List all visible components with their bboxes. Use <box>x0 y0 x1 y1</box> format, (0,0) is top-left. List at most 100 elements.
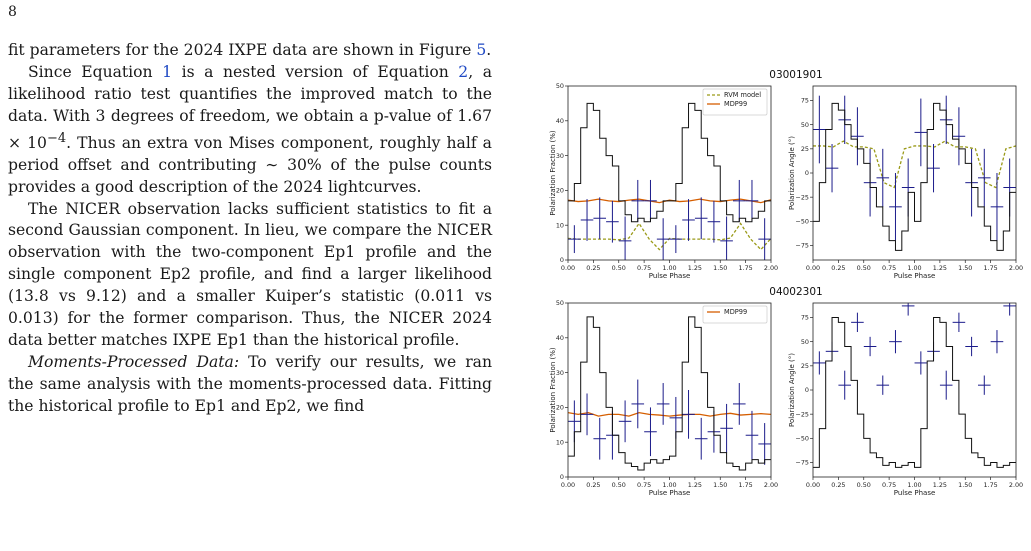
x-tick-label: 1.75 <box>984 481 998 489</box>
x-tick-label: 0.50 <box>612 481 626 489</box>
x-tick-label: 1.25 <box>688 264 702 272</box>
x-tick-label: 0.25 <box>586 264 600 272</box>
y-tick-label: −50 <box>796 218 810 226</box>
x-tick-label: 1.50 <box>713 264 727 272</box>
x-tick-label: 1.00 <box>907 264 921 272</box>
y-tick-label: 75 <box>801 97 809 105</box>
y-tick-label: 10 <box>556 438 564 446</box>
y-tick-label: 40 <box>556 334 564 342</box>
paragraph: The NICER observation lacks sufficient s… <box>8 199 492 352</box>
body-text-column: fit parameters for the 2024 IXPE data ar… <box>8 40 492 418</box>
x-axis-label: Pulse Phase <box>894 489 936 497</box>
x-tick-label: 2.00 <box>764 481 778 489</box>
y-tick-label: −25 <box>796 410 810 418</box>
x-tick-label: 1.00 <box>662 264 676 272</box>
panel-title: 03001901 <box>769 69 822 81</box>
x-tick-label: 1.75 <box>984 264 998 272</box>
y-tick-label: 20 <box>556 187 564 195</box>
paragraph: Moments-Processed Data: To verify our re… <box>8 352 492 418</box>
x-tick-label: 0.50 <box>857 481 871 489</box>
x-tick-label: 0.50 <box>612 264 626 272</box>
y-tick-label: 20 <box>556 404 564 412</box>
text-run: To verify our results, we ran the same a… <box>8 352 492 415</box>
mdp99-line <box>568 411 771 417</box>
paragraph: Since Equation 1 is a nested version of … <box>8 62 492 199</box>
pulse-profile-step-line <box>813 102 1016 251</box>
x-tick-label: 1.00 <box>907 481 921 489</box>
plot-frame <box>567 302 772 478</box>
x-tick-label: 1.00 <box>662 481 676 489</box>
y-tick-label: −50 <box>796 435 810 443</box>
y-tick-label: 50 <box>556 82 564 90</box>
text-run: , a likelihood ratio test quantifies the… <box>8 62 493 152</box>
pulse-profile-step-line <box>813 317 1016 468</box>
y-tick-label: 50 <box>556 299 564 307</box>
equation-reference-link[interactable]: 5 <box>476 41 487 59</box>
y-axis-label: Polarization Fraction (%) <box>549 347 557 432</box>
x-tick-label: 0.75 <box>637 481 651 489</box>
x-tick-label: 2.00 <box>1009 264 1023 272</box>
x-tick-label: 0.25 <box>831 481 845 489</box>
x-tick-label: 0.00 <box>561 264 575 272</box>
rvm-model-line <box>813 140 1016 189</box>
y-tick-label: 0 <box>805 386 809 394</box>
text-run: The NICER observation lacks sufficient s… <box>8 199 492 349</box>
x-tick-label: 1.75 <box>739 481 753 489</box>
x-tick-label: 1.50 <box>958 481 972 489</box>
rvm-model-line <box>568 222 771 251</box>
legend-box <box>702 305 768 324</box>
y-tick-label: 0 <box>560 256 564 264</box>
y-tick-label: 30 <box>556 369 564 377</box>
y-tick-label: 25 <box>801 362 809 370</box>
y-axis-label: Polarization Angle (°) <box>788 136 796 210</box>
x-tick-label: 1.75 <box>739 264 753 272</box>
x-tick-label: 0.00 <box>806 264 820 272</box>
x-tick-label: 2.00 <box>1009 481 1023 489</box>
y-tick-label: 0 <box>805 169 809 177</box>
plot-frame <box>812 85 1017 261</box>
y-tick-label: −75 <box>796 459 810 467</box>
equation-reference-link[interactable]: 2 <box>458 62 469 81</box>
pulse-profile-step-line <box>568 102 771 223</box>
y-tick-label: 40 <box>556 117 564 125</box>
x-axis-label: Pulse Phase <box>649 272 691 280</box>
y-tick-label: 30 <box>556 152 564 160</box>
y-axis-label: Polarization Fraction (%) <box>549 130 557 215</box>
text-run: . <box>486 41 492 59</box>
x-tick-label: 1.25 <box>688 481 702 489</box>
text-run: fit parameters for the 2024 IXPE data ar… <box>8 41 477 59</box>
panel-title: 04002301 <box>769 286 822 298</box>
y-tick-label: 50 <box>801 121 809 129</box>
legend-entry: MDP99 <box>724 100 747 108</box>
x-tick-label: 1.25 <box>933 264 947 272</box>
x-tick-label: 1.50 <box>713 481 727 489</box>
equation-reference-link[interactable]: 1 <box>162 62 173 81</box>
x-tick-label: 0.75 <box>882 264 896 272</box>
x-tick-label: 1.50 <box>958 264 972 272</box>
y-tick-label: 75 <box>801 314 809 322</box>
x-tick-label: 0.75 <box>637 264 651 272</box>
y-tick-label: 50 <box>801 338 809 346</box>
x-tick-label: 2.00 <box>764 264 778 272</box>
text-run: . Thus an extra von Mises component, rou… <box>8 133 492 196</box>
y-tick-label: 10 <box>556 221 564 229</box>
legend-entry: RVM model <box>724 91 761 99</box>
x-tick-label: 0.75 <box>882 481 896 489</box>
x-tick-label: 1.25 <box>933 481 947 489</box>
y-axis-label: Polarization Angle (°) <box>788 353 796 427</box>
y-tick-label: 0 <box>560 473 564 481</box>
x-tick-label: 0.25 <box>831 264 845 272</box>
legend-entry: MDP99 <box>724 308 747 316</box>
pulse-profile-step-line <box>568 316 771 471</box>
text-run: Moments-Processed Data: <box>28 352 240 371</box>
page-number: 8 <box>8 4 17 20</box>
paragraph: fit parameters for the 2024 IXPE data ar… <box>8 40 492 62</box>
x-tick-label: 0.50 <box>857 264 871 272</box>
x-axis-label: Pulse Phase <box>649 489 691 497</box>
y-tick-label: −25 <box>796 193 810 201</box>
y-tick-label: −75 <box>796 242 810 250</box>
polarization-figure: 03001901 0.00 0.25 0.50 0.75 1.00 1.25 1.50 1.75… <box>549 69 1023 497</box>
x-tick-label: 0.25 <box>586 481 600 489</box>
x-tick-label: 0.00 <box>561 481 575 489</box>
y-tick-label: 25 <box>801 145 809 153</box>
